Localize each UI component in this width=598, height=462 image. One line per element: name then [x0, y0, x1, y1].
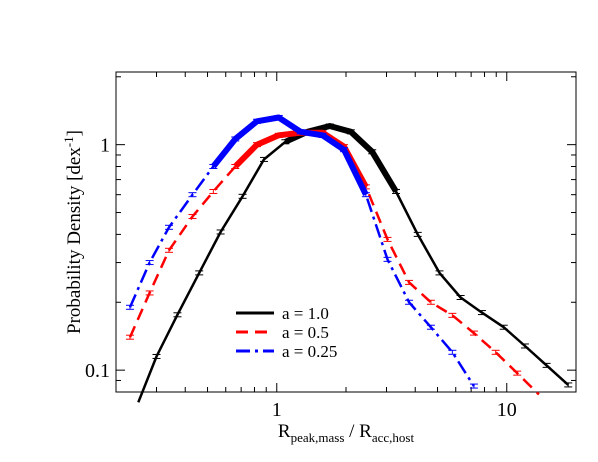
- x-tick-label: 1: [272, 399, 282, 421]
- data-point: [188, 214, 197, 220]
- legend-item: a = 0.5: [236, 323, 329, 342]
- data-point: [435, 270, 444, 276]
- data-point: [346, 129, 355, 135]
- data-point: [125, 304, 134, 310]
- series-3: [125, 114, 478, 389]
- data-point: [216, 229, 225, 235]
- series-peak-segment: [284, 123, 399, 194]
- y-axis-label: Probability Density [dex-1]: [61, 130, 85, 334]
- data-point: [513, 370, 522, 376]
- data-point: [209, 164, 218, 170]
- data-point: [448, 349, 457, 355]
- data-point: [281, 139, 290, 145]
- data-point: [274, 114, 283, 120]
- legend: a = 1.0a = 0.5a = 0.25: [236, 304, 337, 361]
- data-point: [296, 129, 305, 135]
- plot-frame: [115, 71, 577, 393]
- y-tick-label: 0.1: [85, 360, 110, 382]
- data-point: [125, 334, 134, 340]
- data-point: [405, 279, 414, 285]
- data-point: [456, 294, 465, 300]
- data-point: [392, 188, 401, 194]
- legend-label: a = 0.25: [282, 342, 337, 361]
- data-point: [252, 142, 261, 148]
- data-point: [252, 118, 261, 124]
- series-layer: [125, 114, 573, 403]
- legend-item: a = 1.0: [236, 304, 329, 323]
- data-point: [383, 236, 392, 242]
- x-axis-label: Rpeak,mass / Racc,host: [278, 421, 415, 445]
- data-point: [426, 299, 435, 305]
- data-point: [145, 290, 154, 296]
- data-point: [209, 188, 218, 194]
- data-point: [491, 349, 500, 355]
- data-point: [238, 193, 247, 199]
- data-point: [469, 330, 478, 336]
- data-point: [165, 224, 174, 230]
- data-point: [499, 324, 508, 330]
- data-point: [339, 147, 348, 153]
- axis-ticks: [115, 72, 577, 393]
- data-point: [188, 192, 197, 198]
- data-point: [361, 192, 370, 198]
- data-point: [259, 156, 268, 162]
- data-point: [145, 260, 154, 266]
- axis-tick-labels: 1 10 0.1 1: [85, 135, 517, 421]
- data-point: [469, 383, 478, 389]
- legend-label: a = 0.5: [282, 323, 329, 342]
- y-tick-label: 1: [100, 135, 110, 157]
- data-point: [383, 256, 392, 262]
- data-point: [231, 164, 240, 170]
- data-point: [405, 299, 414, 305]
- data-point: [368, 149, 377, 155]
- data-point: [165, 247, 174, 253]
- x-tick-label: 10: [497, 399, 517, 421]
- data-point: [413, 231, 422, 237]
- data-point: [542, 362, 551, 368]
- data-point: [274, 132, 283, 138]
- data-point: [195, 270, 204, 276]
- data-point: [152, 353, 161, 359]
- data-point: [520, 343, 529, 349]
- data-point: [318, 132, 327, 138]
- data-point: [477, 310, 486, 316]
- legend-label: a = 1.0: [282, 304, 329, 323]
- data-point: [564, 382, 573, 388]
- data-point: [231, 136, 240, 142]
- data-point: [325, 123, 334, 129]
- legend-item: a = 0.25: [236, 342, 337, 361]
- data-point: [448, 312, 457, 318]
- data-point: [426, 324, 435, 330]
- data-point: [173, 312, 182, 318]
